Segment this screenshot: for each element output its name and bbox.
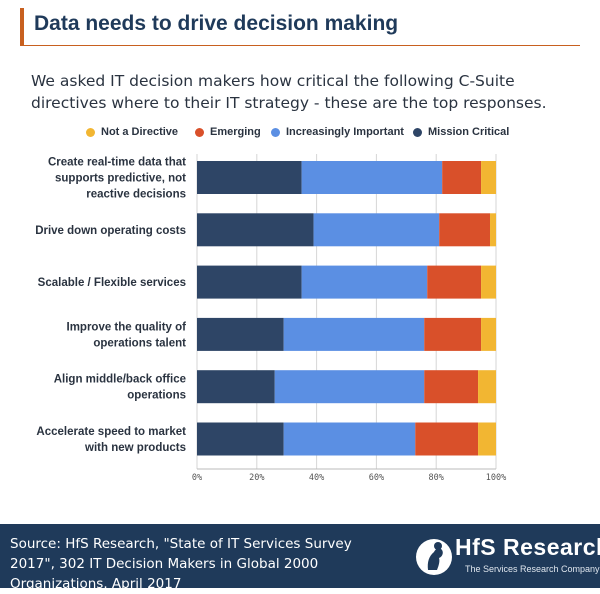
bar-segment — [490, 213, 496, 247]
bar-segment — [478, 422, 496, 456]
logo-wordmark: HfS Research — [455, 534, 600, 560]
bar-segment — [424, 317, 482, 351]
title-block: Data needs to drive decision making — [20, 8, 580, 46]
legend-swatch — [413, 127, 422, 137]
title-accent-bar — [20, 8, 24, 46]
bar-segment — [274, 370, 425, 404]
legend-label: Increasingly Important — [286, 126, 404, 138]
bar-segment — [197, 422, 284, 456]
bar-segment — [197, 370, 275, 404]
bar-segment — [283, 317, 425, 351]
page-subtitle: We asked IT decision makers how critical… — [31, 72, 547, 112]
bar-segment — [301, 161, 443, 194]
bar-segment — [481, 317, 496, 351]
bar-segment — [481, 265, 496, 299]
bar-segment — [197, 317, 284, 351]
footer: Source: HfS Research, "State of IT Servi… — [0, 524, 600, 592]
category-label: Scalable / Flexible services — [38, 277, 186, 289]
logo-tagline: The Services Research Company™ — [465, 564, 600, 574]
legend-item-not-a-directive: Not a Directive — [86, 126, 178, 138]
bar-segment — [481, 161, 496, 194]
bar-segment — [197, 161, 302, 194]
category-label: Align middle/back office operations — [54, 374, 186, 402]
legend-swatch — [86, 127, 95, 137]
x-tick-label: 40% — [309, 473, 324, 483]
bar-segment — [301, 265, 428, 299]
title-underline — [24, 45, 580, 46]
legend-swatch — [195, 127, 204, 137]
category-label: Drive down operating costs — [35, 225, 186, 237]
legend-label: Mission Critical — [428, 126, 510, 138]
hfs-logo: HfS Research The Services Research Compa… — [415, 530, 600, 584]
legend-item-mission-critical: Mission Critical — [413, 126, 509, 138]
bar-segment — [424, 370, 479, 404]
source-note: Source: HfS Research, "State of IT Servi… — [10, 536, 352, 592]
legend-item-increasingly-important: Increasingly Important — [271, 126, 404, 138]
chart-legend: Not a Directive Emerging Increasingly Im… — [86, 126, 600, 142]
legend-label: Not a Directive — [101, 126, 179, 138]
page-title: Data needs to drive decision making — [34, 12, 399, 35]
x-tick-label: 60% — [369, 473, 384, 483]
bar-segment — [478, 370, 496, 404]
x-tick-label: 0% — [192, 473, 202, 483]
x-tick-label: 100% — [486, 473, 506, 483]
bar-segment — [313, 213, 440, 247]
legend-label: Emerging — [210, 126, 261, 138]
category-label: Create real-time data that supports predi… — [48, 157, 186, 201]
bar-segment — [442, 161, 482, 194]
x-tick-label: 20% — [249, 473, 264, 483]
x-tick-label: 80% — [429, 473, 444, 483]
stacked-bar-chart: Create real-time data that supports predi… — [35, 154, 506, 483]
bar-segment — [197, 265, 302, 299]
category-label: Improve the quality of operations talent — [67, 321, 187, 349]
bar-segment — [439, 213, 491, 247]
legend-swatch — [271, 127, 280, 137]
bar-segment — [415, 422, 479, 456]
thinker-logo-icon — [416, 539, 452, 575]
bar-segment — [427, 265, 482, 299]
legend-item-emerging: Emerging — [195, 126, 261, 138]
category-label: Accelerate speed to market with new produ… — [36, 426, 186, 454]
bar-segment — [283, 422, 416, 456]
bar-segment — [197, 213, 314, 247]
